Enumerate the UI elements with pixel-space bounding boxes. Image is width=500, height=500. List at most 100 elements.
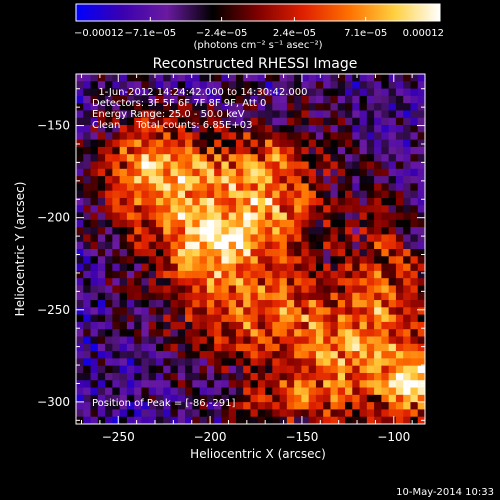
heatmap-cell [90, 256, 99, 264]
heatmap-cell [395, 343, 404, 352]
heatmap-cell [395, 168, 404, 177]
heatmap-cell [105, 74, 113, 82]
heatmap-cell [410, 358, 419, 367]
heatmap-cell [352, 380, 360, 388]
heatmap-cell [148, 197, 157, 206]
heatmap-cell [141, 161, 150, 170]
heatmap-cell [315, 409, 324, 418]
heatmap-cell [272, 103, 280, 111]
heatmap-cell [112, 81, 121, 89]
heatmap-cell [301, 307, 310, 316]
heatmap-cell [148, 88, 157, 97]
heatmap-cell [119, 74, 128, 82]
heatmap-cell [330, 154, 339, 162]
heatmap-cell [286, 307, 295, 316]
heatmap-cell [141, 227, 150, 235]
heatmap-cell [76, 263, 84, 272]
heatmap-cell [381, 161, 390, 170]
heatmap-cell [155, 117, 164, 126]
heatmap-cell [134, 372, 142, 381]
heatmap-cell [170, 263, 179, 272]
heatmap-cell [134, 132, 142, 141]
heatmap-cell [345, 300, 353, 308]
heatmap-cell [337, 168, 346, 177]
heatmap-cell [192, 146, 200, 155]
heatmap-cell [374, 285, 382, 294]
heatmap-cell [170, 81, 179, 89]
heatmap-cell [417, 205, 426, 213]
heatmap-cell [272, 176, 280, 184]
heatmap-cell [97, 263, 106, 272]
heatmap-cell [374, 270, 382, 279]
heatmap-cell [323, 307, 331, 316]
heatmap-cell [83, 168, 91, 177]
heatmap-cell [105, 183, 113, 192]
heatmap-cell [126, 372, 135, 381]
heatmap-cell [97, 409, 106, 418]
heatmap-cell [257, 125, 266, 133]
heatmap-cell [126, 110, 135, 119]
heatmap-cell [90, 132, 99, 141]
heatmap-cell [221, 307, 230, 316]
heatmap-cell [250, 285, 259, 294]
heatmap-cell [315, 343, 324, 352]
heatmap-cell [112, 300, 121, 308]
heatmap-cell [308, 270, 317, 279]
heatmap-cell [112, 351, 121, 359]
heatmap-cell [155, 110, 164, 119]
heatmap-cell [134, 336, 142, 345]
heatmap-cell [352, 88, 360, 97]
heatmap-cell [243, 168, 251, 177]
heatmap-cell [417, 234, 426, 243]
heatmap-cell [330, 168, 339, 177]
heatmap-cell [134, 219, 142, 228]
heatmap-cell [345, 95, 353, 104]
heatmap-cell [228, 409, 237, 418]
heatmap-cell [265, 95, 273, 104]
heatmap-cell [228, 95, 237, 104]
heatmap-cell [235, 168, 244, 177]
heatmap-cell [308, 190, 317, 199]
heatmap-cell [126, 234, 135, 243]
heatmap-cell [403, 81, 411, 89]
heatmap-cell [352, 358, 360, 367]
annotation-energy-range: Energy Range: 25.0 - 50.0 keV [92, 109, 245, 120]
heatmap-cell [192, 74, 200, 82]
heatmap-cell [83, 351, 91, 359]
heatmap-cell [243, 241, 251, 250]
heatmap-cell [155, 394, 164, 403]
heatmap-cell [279, 234, 288, 243]
heatmap-cell [126, 219, 135, 228]
heatmap-cell [112, 278, 121, 286]
heatmap-cell [257, 372, 266, 381]
heatmap-cell [185, 249, 193, 257]
heatmap-cell [301, 241, 310, 250]
heatmap-cell [374, 249, 382, 257]
heatmap-cell [235, 117, 244, 126]
heatmap-cell [83, 278, 91, 286]
heatmap-cell [374, 241, 382, 250]
heatmap-cell [388, 176, 397, 184]
heatmap-cell [294, 358, 302, 367]
heatmap-cell [410, 365, 419, 374]
heatmap-cell [395, 292, 404, 301]
heatmap-cell [141, 205, 150, 213]
heatmap-cell [148, 387, 157, 396]
heatmap-cell [337, 154, 346, 162]
heatmap-cell [345, 132, 353, 141]
heatmap-cell [119, 117, 128, 126]
heatmap-cell [308, 205, 317, 213]
heatmap-cell [243, 380, 251, 388]
heatmap-cell [359, 278, 368, 286]
heatmap-cell [366, 300, 375, 308]
colorbar: −0.00012 −7.1e−05 −2.4e−05 2.4e−05 7.1e−05 0.… [74, 3, 444, 51]
heatmap-cell [177, 132, 186, 141]
heatmap-cell [134, 95, 142, 104]
heatmap-cell [308, 74, 317, 82]
heatmap-cell [388, 351, 397, 359]
heatmap-cell [257, 110, 266, 119]
heatmap-cell [155, 219, 164, 228]
heatmap-cell [279, 329, 288, 337]
heatmap-cell [83, 416, 91, 425]
heatmap-cell [163, 372, 171, 381]
